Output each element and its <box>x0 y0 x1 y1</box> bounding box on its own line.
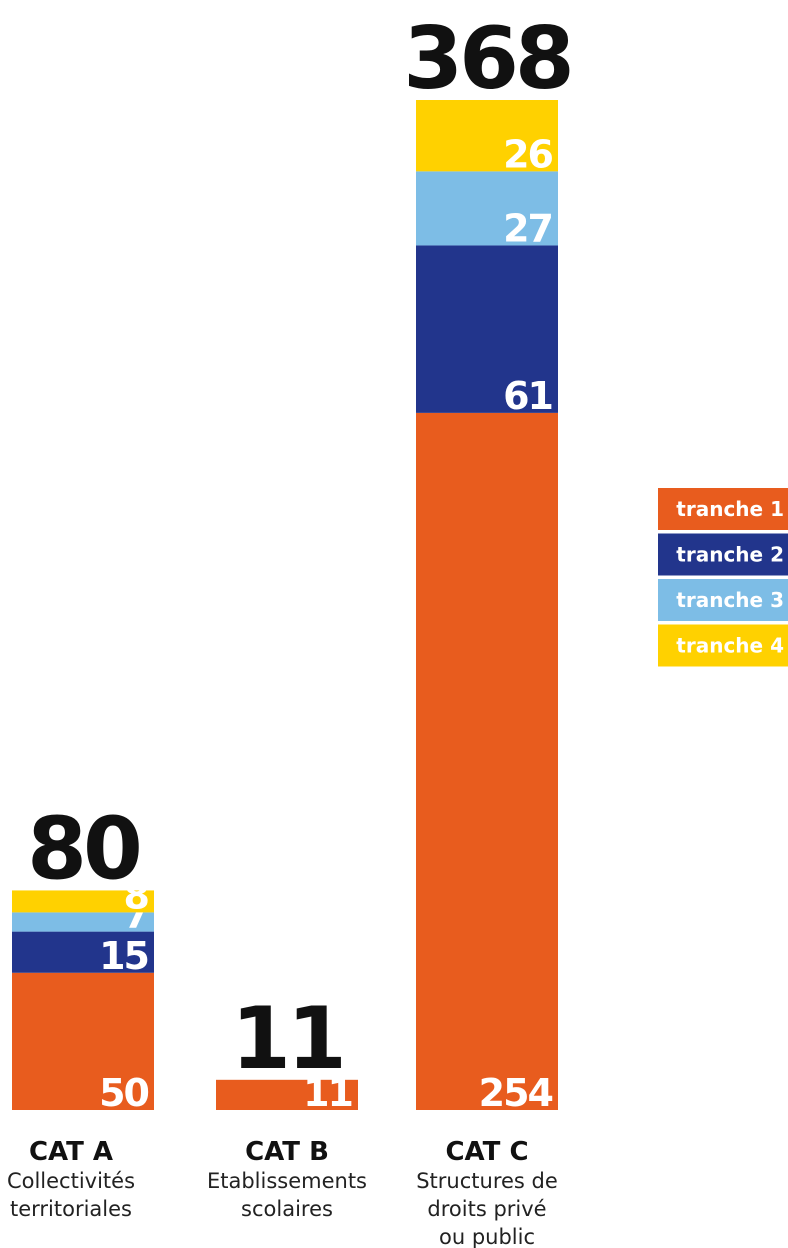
bar-segment <box>416 245 558 413</box>
value-label: 26 <box>503 132 552 176</box>
bar-segment <box>12 890 154 913</box>
bar-segment <box>216 1079 358 1110</box>
legend-label: tranche 4 <box>676 634 784 658</box>
category-sublabel: ou public <box>439 1225 535 1248</box>
bar-segment <box>12 972 154 1110</box>
value-label: 254 <box>479 1071 553 1115</box>
total-label: 368 <box>403 9 571 109</box>
legend-swatch <box>658 624 788 667</box>
category-sublabel: scolaires <box>241 1197 333 1221</box>
legend-label: tranche 3 <box>676 588 784 612</box>
legend-swatch <box>658 579 788 621</box>
category-sublabel: Etablissements <box>207 1169 367 1193</box>
category-sublabel: Structures de <box>416 1169 558 1193</box>
legend-label: tranche 2 <box>676 543 784 567</box>
total-label: 11 <box>231 989 343 1089</box>
bar-segment <box>416 100 558 172</box>
value-label: 11 <box>303 1071 352 1115</box>
bar-segment <box>416 171 558 246</box>
total-label: 80 <box>27 799 139 899</box>
bar-segment <box>12 931 154 973</box>
value-label: 61 <box>503 374 552 418</box>
value-label: 8 <box>124 873 149 917</box>
bar-segment <box>416 412 558 1110</box>
legend-swatch <box>658 488 788 530</box>
category-label: CAT A <box>29 1137 113 1167</box>
value-label: 50 <box>99 1071 148 1115</box>
category-sublabel: Collectivités <box>7 1169 135 1193</box>
legend-swatch <box>658 533 788 576</box>
value-label: 15 <box>99 934 148 978</box>
category-label: CAT C <box>445 1137 528 1167</box>
category-sublabel: territoriales <box>10 1197 132 1221</box>
legend-label: tranche 1 <box>676 497 784 521</box>
bar-segment <box>12 912 154 932</box>
category-sublabel: droits privé <box>427 1197 546 1221</box>
category-label: CAT B <box>245 1137 329 1167</box>
value-label: 27 <box>503 206 552 250</box>
